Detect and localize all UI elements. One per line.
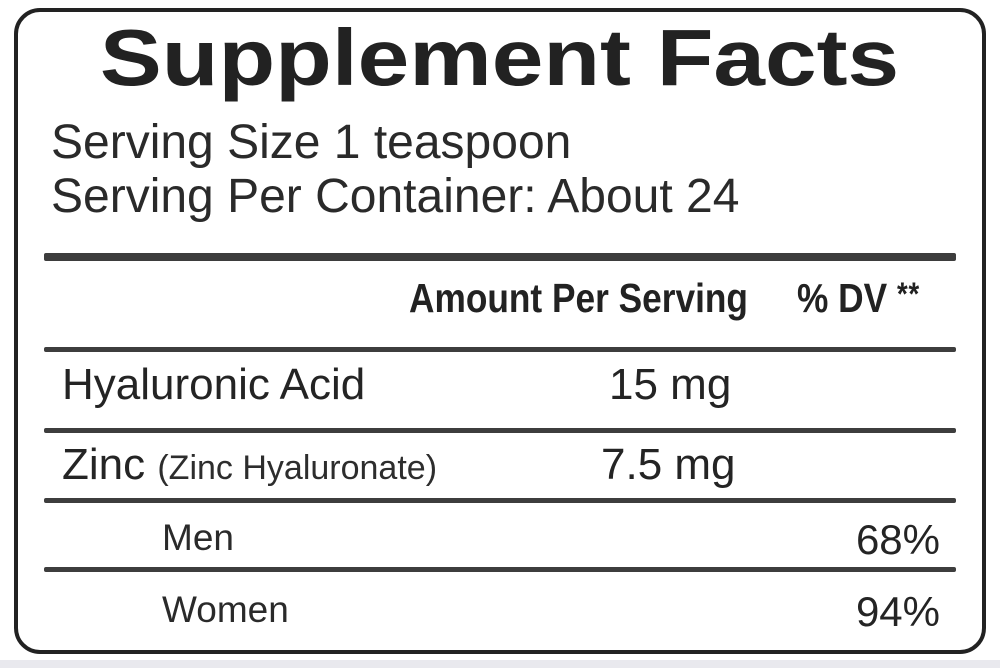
label-title-text: Supplement Facts xyxy=(100,13,900,102)
supplement-facts-label: Supplement Facts Serving Size 1 teaspoon… xyxy=(14,8,986,654)
divider-rule-header xyxy=(44,347,956,352)
dv-header-label: % DV xyxy=(797,275,888,321)
divider-rule-1 xyxy=(44,428,956,433)
label-title: Supplement Facts xyxy=(18,14,982,102)
dv-value-men: 68% xyxy=(855,516,940,563)
column-header-dv-text: % DV ** xyxy=(797,278,920,319)
servings-per-container-line: Serving Per Container: About 24 xyxy=(51,170,740,223)
serving-size-line: Serving Size 1 teaspoon xyxy=(51,116,572,169)
nutrient-row-zinc: Zinc (Zinc Hyaluronate) xyxy=(62,443,437,487)
nutrient-amount-zinc: 7.5 mg xyxy=(601,440,736,489)
nutrient-amount-hyaluronic-acid: 15 mg xyxy=(609,360,732,409)
thick-top-rule xyxy=(44,253,956,261)
subgroup-name-men: Men xyxy=(162,517,234,558)
divider-rule-3 xyxy=(44,567,956,572)
column-header-amount-text: Amount Per Serving xyxy=(409,275,748,321)
divider-rule-2 xyxy=(44,498,956,503)
column-header-dv: % DV ** xyxy=(797,278,940,319)
nutrient-detail-zinc: (Zinc Hyaluronate) xyxy=(157,449,438,487)
page-bottom-edge xyxy=(0,660,1000,668)
nutrient-name-zinc: Zinc xyxy=(62,440,146,489)
subgroup-name-women: Women xyxy=(162,589,289,630)
dv-value-women: 94% xyxy=(855,588,940,635)
dv-footnote-marker: ** xyxy=(896,276,921,312)
column-header-amount: Amount Per Serving xyxy=(409,278,803,319)
nutrient-name-hyaluronic-acid: Hyaluronic Acid xyxy=(62,360,366,409)
